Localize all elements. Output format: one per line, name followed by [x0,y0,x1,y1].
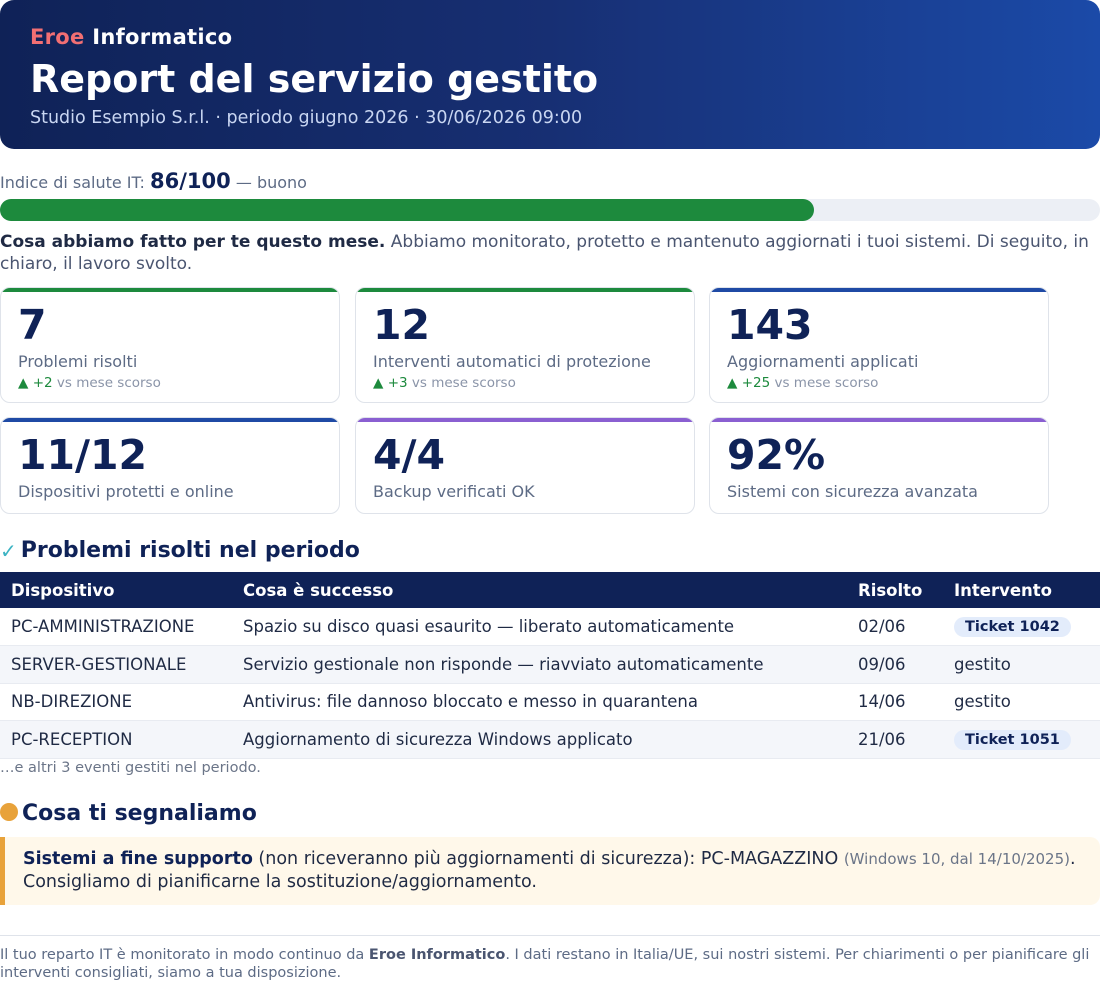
brand-name-part2: Informatico [92,25,233,49]
alert-bold: Sistemi a fine supporto [23,849,253,869]
warning-dot-icon [0,803,18,821]
section-title-notices: Cosa ti segnaliamo [0,800,257,828]
alert-text: (non riceveranno più aggiornamenti di si… [258,849,839,869]
kpi-delta-value: +2 [32,375,53,391]
cell-device: PC-RECEPTION [0,720,232,759]
kpi-label: Dispositivi protetti e online [18,482,234,501]
cell-date: 02/06 [847,608,943,646]
table-header-row: Dispositivo Cosa è successo Risolto Inte… [0,572,1100,608]
page-subtitle: Studio Esempio S.r.l. · periodo giugno 2… [30,108,583,128]
brand-name-part1: Eroe [30,25,85,49]
kpi-card-devices: 11/12 Dispositivi protetti e online [0,417,340,514]
cell-action: Ticket 1051 [943,720,1100,759]
cell-action: Ticket 1042 [943,608,1100,646]
cell-date: 14/06 [847,683,943,721]
table-row: PC-AMMINISTRAZIONE Spazio su disco quasi… [0,608,1100,646]
table-row: NB-DIREZIONE Antivirus: file dannoso blo… [0,683,1100,721]
ticket-badge[interactable]: Ticket 1051 [954,729,1071,750]
table-row: PC-RECEPTION Aggiornamento di sicurezza … [0,720,1100,759]
kpi-delta-text: vs mese scorso [411,375,516,391]
kpi-value: 92% [727,431,826,479]
page-title: Report del servizio gestito [30,57,599,101]
cell-action: gestito [943,683,1100,721]
table-row: SERVER-GESTIONALE Servizio gestionale no… [0,645,1100,684]
end-of-support-alert: Sistemi a fine supporto (non riceveranno… [0,837,1100,905]
section-title-text: Cosa ti segnaliamo [22,801,257,826]
kpi-label: Interventi automatici di protezione [373,352,651,371]
kpi-delta: ▲ +2 vs mese scorso [18,373,322,393]
column-header: Intervento [954,580,1053,600]
health-index: Indice di salute IT: 86/100 — buono [0,167,1100,221]
more-events-note: …e altri 3 eventi gestiti nel periodo. [0,760,261,776]
intro-bold: Cosa abbiamo fatto per te questo mese. [0,232,386,252]
health-line: Indice di salute IT: 86/100 — buono [0,167,1100,197]
kpi-delta: ▲ +25 vs mese scorso [727,373,1031,393]
kpi-card-updates: 143 Aggiornamenti applicati ▲ +25 vs mes… [709,287,1049,403]
cell-what: Spazio su disco quasi esaurito — liberat… [232,608,847,646]
kpi-card-interventions: 12 Interventi automatici di protezione ▲… [355,287,695,403]
cell-date: 09/06 [847,645,943,684]
cell-device: SERVER-GESTIONALE [0,645,232,684]
health-rating: — buono [235,173,307,192]
column-header: Cosa è successo [243,580,394,600]
alert-muted: (Windows 10, dal 14/10/2025) [843,850,1070,868]
cell-what: Antivirus: file dannoso bloccato e messo… [232,683,847,721]
kpi-value: 7 [18,301,47,349]
footer-pre: Il tuo reparto IT è monitorato in modo c… [0,947,365,963]
intro-text: Cosa abbiamo fatto per te questo mese. A… [0,231,1100,275]
kpi-delta-text: vs mese scorso [56,375,161,391]
kpi-card-security: 92% Sistemi con sicurezza avanzata [709,417,1049,514]
kpi-value: 11/12 [18,431,148,479]
arrow-up-icon: ▲ [727,375,738,391]
cell-device: PC-AMMINISTRAZIONE [0,608,232,646]
health-progress-bar [0,199,1100,221]
kpi-label: Sistemi con sicurezza avanzata [727,482,978,501]
section-title-text: Problemi risolti nel periodo [20,538,360,563]
arrow-up-icon: ▲ [373,375,384,391]
kpi-value: 143 [727,301,813,349]
kpi-delta-value: +25 [741,375,771,391]
kpi-value: 4/4 [373,431,446,479]
footer-note: Il tuo reparto IT è monitorato in modo c… [0,935,1100,982]
kpi-card-backups: 4/4 Backup verificati OK [355,417,695,514]
kpi-label: Problemi risolti [18,352,138,371]
kpi-label: Backup verificati OK [373,482,535,501]
intro-body: Abbiamo monitorato, protetto e mantenuto… [0,232,1089,274]
kpi-value: 12 [373,301,431,349]
alert-end: . Consigliamo di pianificarne la sostitu… [23,849,1076,892]
resolved-table: Dispositivo Cosa è successo Risolto Inte… [0,572,1100,759]
health-score: 86/100 [150,169,231,193]
ticket-badge[interactable]: Ticket 1042 [954,617,1071,637]
section-title-resolved: ✓ Problemi risolti nel periodo [0,537,360,565]
cell-date: 21/06 [847,720,943,759]
kpi-label: Aggiornamenti applicati [727,352,919,371]
health-progress-fill [0,199,814,221]
report-header: Eroe Informatico Report del servizio ges… [0,0,1100,149]
footer-brand: Eroe Informatico [368,947,506,963]
column-header: Dispositivo [11,580,115,600]
health-label: Indice di salute IT: [0,173,145,192]
cell-what: Aggiornamento di sicurezza Windows appli… [232,720,847,759]
cell-action: gestito [943,645,1100,684]
check-icon: ✓ [0,539,17,563]
cell-device: NB-DIREZIONE [0,683,232,721]
footer-post: . I dati restano in Italia/UE, sui nostr… [0,947,1090,981]
kpi-delta: ▲ +3 vs mese scorso [373,373,677,393]
arrow-up-icon: ▲ [18,375,29,391]
kpi-card-problems: 7 Problemi risolti ▲ +2 vs mese scorso [0,287,340,403]
brand-logo: Eroe Informatico [30,22,1070,52]
kpi-delta-value: +3 [387,375,408,391]
column-header: Risolto [858,580,923,600]
cell-what: Servizio gestionale non risponde — riavv… [232,645,847,684]
kpi-delta-text: vs mese scorso [774,375,879,391]
